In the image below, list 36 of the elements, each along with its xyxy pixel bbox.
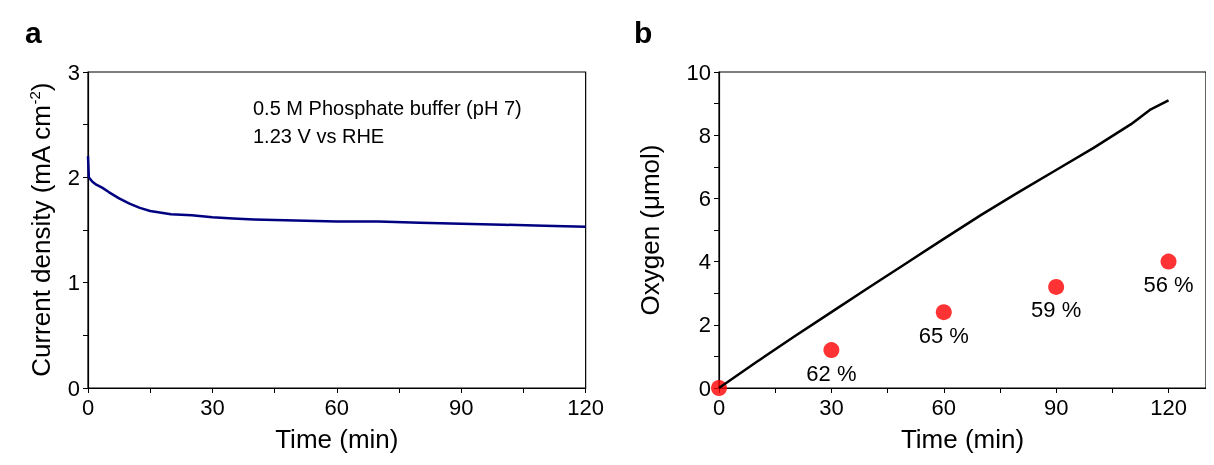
y-tick-label: 0	[698, 375, 711, 401]
x-tick-label: 30	[819, 394, 844, 420]
y-tick-label: 4	[698, 249, 711, 275]
x-tick-label: 30	[200, 394, 225, 420]
annotation: 65 %	[918, 322, 969, 348]
point	[935, 304, 952, 321]
x-tick-label: 120	[1150, 394, 1187, 420]
y-tick-label: 3	[67, 59, 80, 85]
annotation: 1.23 V vs RHE	[253, 125, 385, 147]
y-tick-label: 10	[686, 59, 711, 85]
annotation: 59 %	[1031, 297, 1082, 323]
x-tick-label: 90	[448, 394, 474, 420]
point	[1160, 253, 1177, 270]
chart-title: b	[634, 15, 653, 49]
y-tick-label: 0	[67, 375, 80, 401]
point	[1048, 278, 1065, 295]
y-tick-label: 6	[698, 185, 711, 211]
x-tick-label: 120	[567, 394, 605, 420]
y-tick-label: 8	[698, 122, 711, 148]
annotation: 0.5 M Phosphate buffer (pH 7)	[253, 97, 522, 119]
point	[711, 380, 727, 396]
chart-title: a	[25, 15, 42, 49]
x-tick-label: 60	[931, 394, 957, 420]
annotation: 56 %	[1143, 272, 1194, 298]
y-axis-title: Oxygen (μmol)	[635, 144, 665, 316]
y-axis-title: Current density (mA cm-2)	[25, 82, 56, 377]
x-tick-label: 90	[1043, 394, 1069, 420]
x-tick-label: 60	[324, 394, 350, 420]
annotation: 62 %	[806, 360, 857, 386]
y-tick-label: 1	[67, 270, 80, 296]
x-axis-title: Time (min)	[900, 424, 1025, 454]
point	[823, 342, 840, 359]
x-axis-title: Time (min)	[275, 424, 399, 454]
y-tick-label: 2	[698, 312, 711, 338]
line-series	[86, 155, 587, 229]
y-tick-label: 2	[67, 164, 80, 190]
